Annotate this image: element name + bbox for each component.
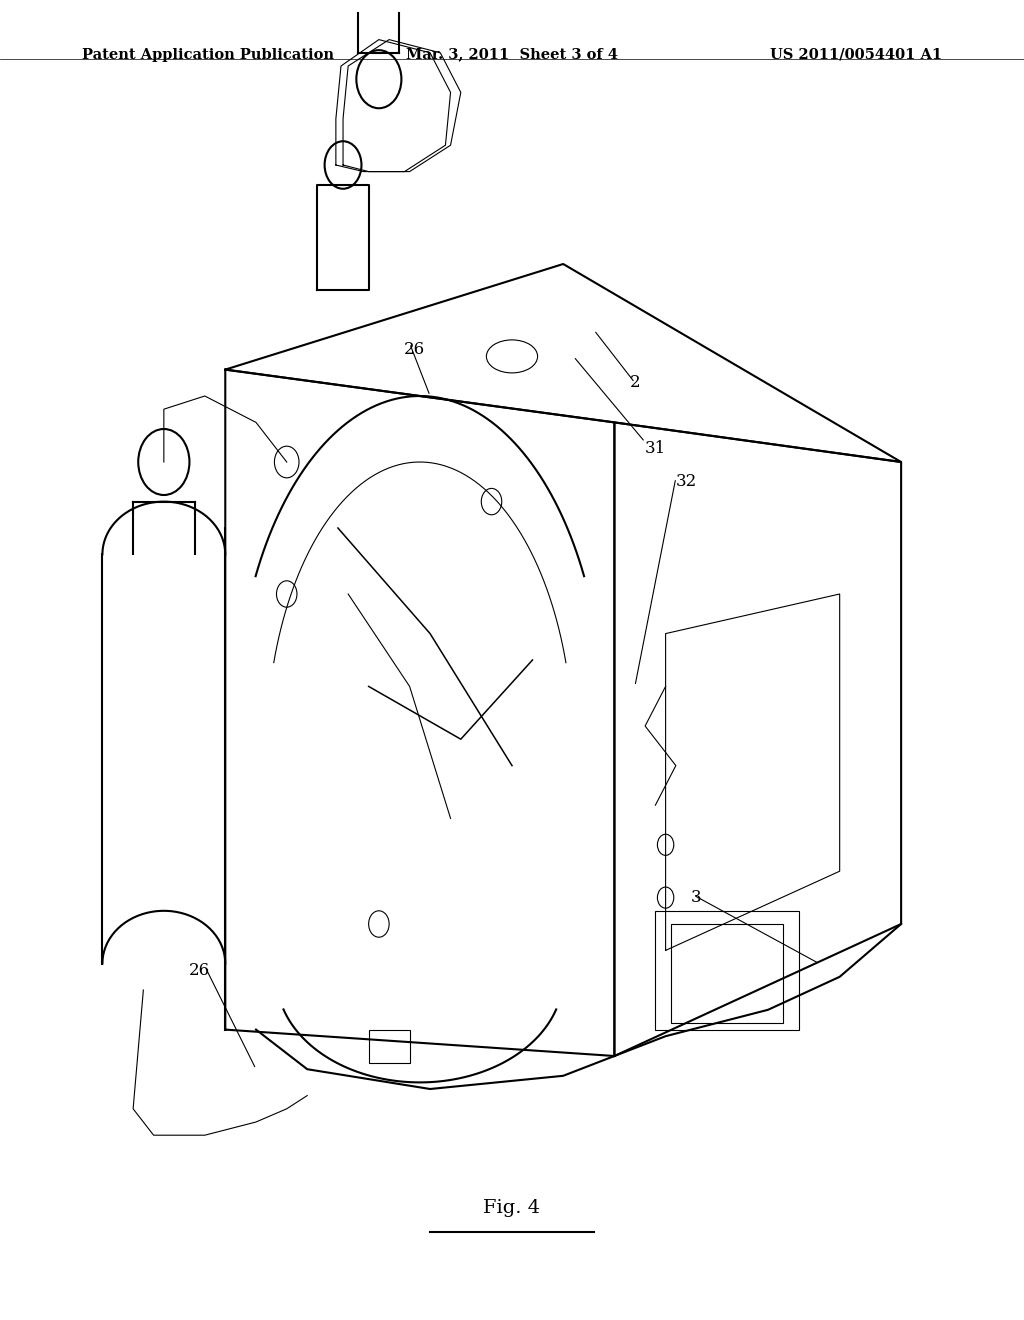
Text: 31: 31 (645, 441, 666, 457)
Text: 26: 26 (404, 342, 425, 358)
Bar (671, 924, 783, 1023)
Text: Patent Application Publication: Patent Application Publication (82, 48, 334, 62)
Text: 2: 2 (630, 375, 640, 391)
Text: Fig. 4: Fig. 4 (483, 1199, 541, 1217)
Text: US 2011/0054401 A1: US 2011/0054401 A1 (770, 48, 942, 62)
Text: 32: 32 (676, 474, 696, 490)
Text: Mar. 3, 2011  Sheet 3 of 4: Mar. 3, 2011 Sheet 3 of 4 (406, 48, 618, 62)
Text: 26: 26 (189, 962, 210, 978)
Bar (655, 911, 799, 1030)
Bar (369, 1030, 410, 1063)
Text: 3: 3 (691, 890, 701, 906)
